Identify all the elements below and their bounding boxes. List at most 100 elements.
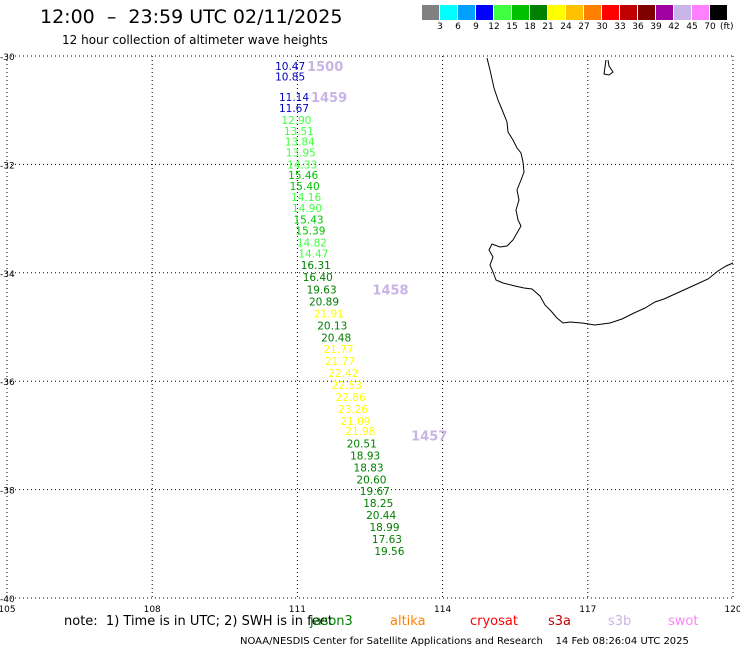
legend-swatch [638, 5, 656, 20]
legend-swatch [620, 5, 638, 20]
swh-value-label: 18.99 [369, 522, 399, 534]
legend-swatch [566, 5, 584, 20]
legend-swatch [494, 5, 512, 20]
swh-value-label: 16.40 [303, 272, 333, 284]
swh-value-label: 21.77 [325, 356, 355, 368]
coastline [486, 57, 734, 326]
swh-value-label: 19.63 [307, 285, 337, 297]
legend-swatch [476, 5, 494, 20]
pass-time-labels: 1500 1459 1458 1457 [307, 60, 447, 445]
axis-labels: 105 108 111 114 117 120 -30 -32 -34 -36 -38 -40 [0, 53, 740, 615]
longitude-tick-label: 111 [289, 605, 306, 615]
swh-value-label: 21.09 [340, 416, 370, 428]
latitude-tick-label: -36 [0, 378, 15, 388]
swh-value-label: 14.33 [287, 159, 317, 171]
swh-value-label: 12.90 [281, 115, 311, 127]
swh-value-label: 19.67 [360, 486, 390, 498]
latitude-tick-label: -40 [0, 595, 15, 605]
legend-tick-label: 15 [506, 22, 518, 32]
swh-value-label: 22.42 [328, 368, 358, 380]
swh-value-label: 18.83 [354, 462, 384, 474]
latitude-tick-label: -32 [0, 161, 15, 171]
legend-swatch [656, 5, 674, 20]
swh-value-label: 15.43 [294, 215, 324, 227]
longitude-tick-label: 120 [724, 605, 740, 615]
legend-swatch [692, 5, 710, 20]
satellite-name-s3b: s3b [608, 614, 632, 629]
satellite-name-cryosat: cryosat [470, 614, 518, 629]
swh-value-label: 14.47 [298, 248, 328, 260]
legend-tick-label: 42 [668, 22, 680, 32]
legend-swatch [602, 5, 620, 20]
swh-value-label: 20.89 [309, 297, 339, 309]
swh-value-label: 14.82 [297, 237, 327, 249]
legend-swatch [512, 5, 530, 20]
latitude-tick-label: -38 [0, 487, 15, 497]
swh-value-label: 14.16 [291, 192, 321, 204]
legend-unit: (ft) [720, 22, 734, 32]
swh-value-label: 15.39 [295, 226, 325, 238]
swh-value-label: 15.46 [288, 170, 318, 182]
legend-swatch [530, 5, 548, 20]
legend-swatch [710, 5, 728, 20]
legend-tick-label: 3 [437, 22, 443, 32]
satellite-legend: jason3 altika cryosat s3a s3b swot [0, 614, 740, 630]
swh-value-label: 11.14 [279, 92, 309, 104]
legend-tick-label: 24 [560, 22, 572, 32]
swh-value-label: 20.13 [317, 320, 347, 332]
swh-value-label: 11.67 [279, 103, 309, 115]
swh-value-label: 21.77 [324, 344, 354, 356]
pass-time-label: 1500 [307, 60, 343, 75]
legend-swatch [584, 5, 602, 20]
color-scale-legend [422, 5, 728, 21]
swh-value-label: 14.90 [292, 203, 322, 215]
swh-value-label: 10.47 [275, 61, 305, 73]
swh-value-label: 20.48 [321, 332, 351, 344]
satellite-name-s3a: s3a [548, 614, 572, 629]
longitude-tick-label: 108 [144, 605, 161, 615]
pass-time-label: 1457 [411, 429, 447, 444]
swh-value-label: 16.31 [301, 260, 331, 272]
longitude-tick-label: 105 [0, 605, 16, 615]
swh-value-label: 21.91 [314, 308, 344, 320]
swh-value-label: 13.84 [285, 137, 315, 149]
swh-value-label: 18.25 [363, 498, 393, 510]
satellite-name-swot: swot [668, 614, 699, 629]
satellite-name-jason3: jason3 [310, 614, 353, 629]
swh-value-label: 22.86 [336, 392, 366, 404]
legend-swatch [548, 5, 566, 20]
legend-tick-label: 33 [614, 22, 626, 32]
swh-value-label: 13.51 [284, 126, 314, 138]
pass-time-label: 1458 [372, 284, 408, 299]
swh-value-label: 10.85 [275, 72, 305, 84]
map-title: 12:00 – 23:59 UTC 02/11/2025 [40, 6, 343, 28]
swh-value-label: 20.44 [366, 510, 396, 522]
swh-value-label: 21.98 [345, 426, 375, 438]
latitude-tick-label: -30 [0, 53, 15, 63]
swh-value-label: 18.93 [350, 450, 380, 462]
legend-tick-label: 70 [704, 22, 716, 32]
legend-tick-label: 6 [455, 22, 461, 32]
satellite-name-altika: altika [390, 614, 426, 629]
legend-swatch [458, 5, 476, 20]
legend-tick-label: 45 [686, 22, 698, 32]
legend-swatch [422, 5, 440, 20]
legend-tick-label: 30 [596, 22, 608, 32]
map-subtitle: 12 hour collection of altimeter wave hei… [62, 33, 328, 47]
legend-swatch [674, 5, 692, 20]
swh-value-label: 20.51 [347, 439, 377, 451]
longitude-tick-label: 117 [579, 605, 596, 615]
legend-tick-label: 21 [542, 22, 554, 32]
swh-value-label: 22.53 [332, 380, 362, 392]
legend-tick-label: 39 [650, 22, 662, 32]
swh-value-label: 13.95 [286, 147, 316, 159]
note-text: note: 1) Time is in UTC; 2) SWH is in fe… [64, 614, 333, 629]
pass-time-label: 1459 [311, 91, 347, 106]
swh-value-label: 19.56 [374, 546, 404, 558]
legend-swatch [440, 5, 458, 20]
longitude-tick-label: 114 [434, 605, 451, 615]
graticule [6, 55, 734, 599]
legend-tick-label: 12 [488, 22, 500, 32]
